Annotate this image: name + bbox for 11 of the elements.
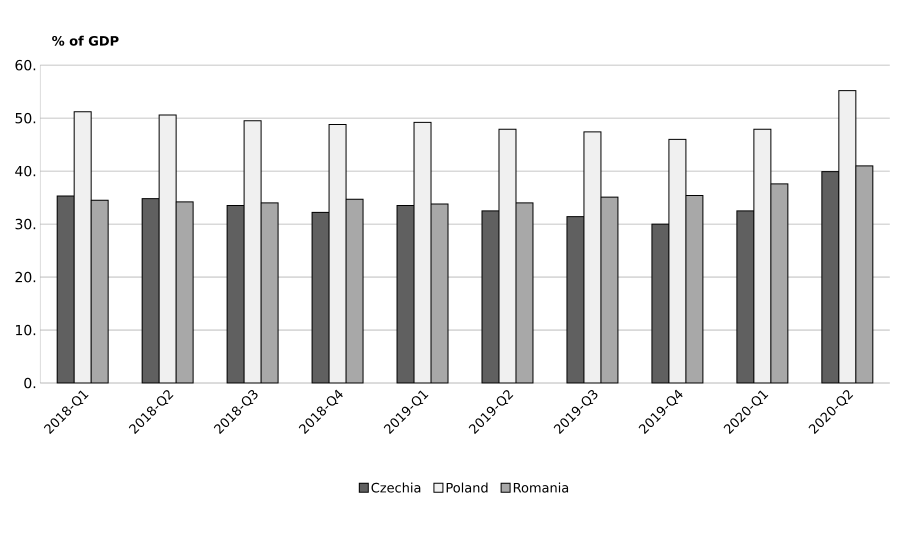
y-axis-title: % of GDP [52,36,119,46]
y-tick-label: 40. [15,166,36,176]
y-tick-label: 0. [24,378,36,388]
y-tick-label: 50. [16,112,36,124]
y-tick-label: 10. [16,324,36,336]
legend-label: Poland [446,482,488,493]
legend-label: Czechia [372,482,420,493]
y-tick-label: 60. [15,60,36,70]
legend-label: Romania [514,482,568,493]
y-tick-label: 30. [16,218,36,230]
y-tick-label: 20. [16,272,36,282]
